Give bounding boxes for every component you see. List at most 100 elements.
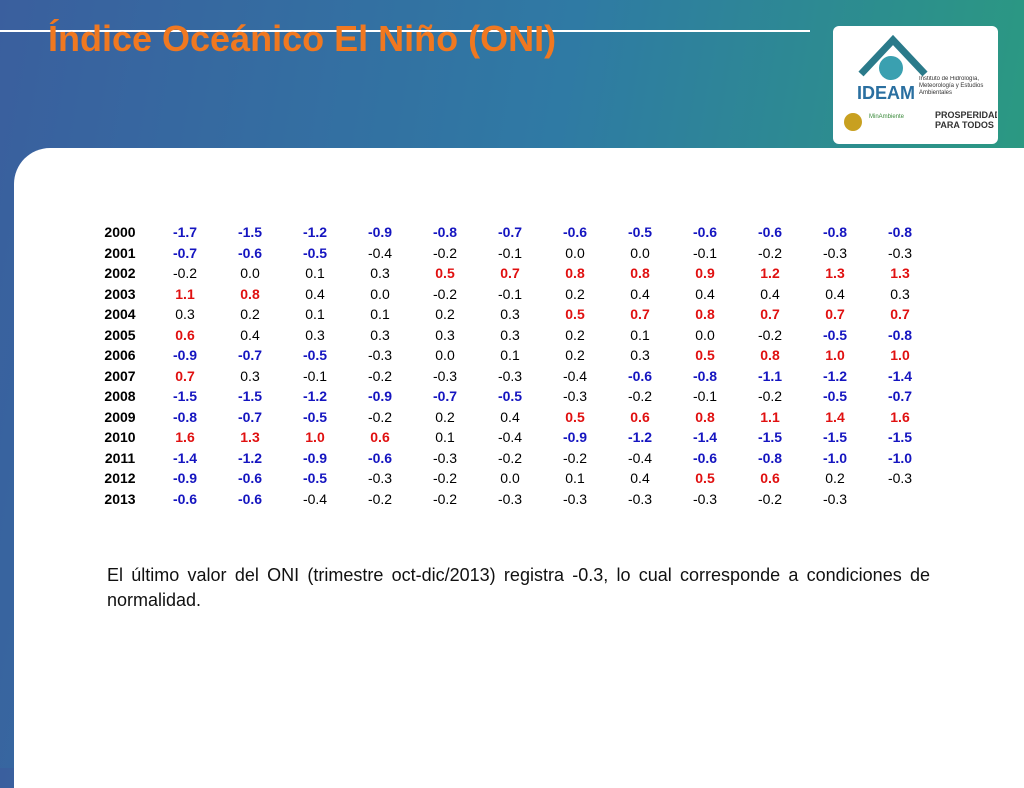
oni-cell: 1.1 [175, 285, 195, 302]
oni-cell: 0.7 [500, 265, 520, 281]
oni-cell: -1.4 [692, 429, 718, 445]
oni-cell: -0.8 [887, 326, 913, 343]
oni-cell: -0.3 [627, 490, 653, 507]
oni-cell: -0.4 [302, 490, 328, 507]
oni-cell: 0.2 [435, 306, 455, 322]
oni-cell: -0.2 [367, 490, 393, 507]
oni-cell: 0.3 [500, 326, 520, 343]
oni-cell: -1.0 [887, 449, 913, 466]
oni-cell: 0.8 [240, 285, 260, 302]
oni-cell: 0.3 [435, 326, 455, 343]
oni-cell: 0.3 [500, 306, 520, 322]
oni-cell: 0.6 [370, 429, 390, 445]
oni-cell: 0.1 [565, 470, 585, 486]
oni-cell: -0.3 [822, 490, 848, 507]
oni-cell: -0.8 [172, 408, 198, 425]
logo-swirl [879, 56, 903, 80]
year-cell: 2012 [104, 470, 136, 486]
oni-cell: -0.9 [562, 429, 588, 445]
oni-cell: -0.9 [367, 224, 393, 240]
oni-cell: 0.4 [760, 285, 780, 302]
oni-cell: -0.6 [757, 224, 783, 240]
oni-cell: -0.2 [432, 490, 458, 507]
oni-cell: -0.3 [822, 244, 848, 261]
oni-cell: -0.9 [302, 449, 328, 466]
oni-cell: 0.0 [695, 326, 715, 343]
oni-cell: 0.2 [825, 470, 845, 486]
oni-cell: 0.8 [565, 265, 585, 281]
oni-cell: -0.3 [432, 367, 458, 384]
oni-cell: 0.0 [370, 285, 390, 302]
oni-cell: 0.4 [240, 326, 260, 343]
oni-cell: -1.2 [237, 449, 263, 466]
oni-cell: -0.6 [692, 224, 718, 240]
oni-cell: -0.7 [237, 347, 263, 363]
oni-cell: 0.0 [435, 347, 455, 363]
oni-cell: -0.4 [627, 449, 653, 466]
oni-cell: -0.3 [432, 449, 458, 466]
oni-cell: -0.6 [172, 490, 198, 507]
oni-cell: 0.4 [630, 470, 650, 486]
oni-cell: 0.8 [695, 408, 715, 425]
oni-cell: -1.1 [757, 367, 783, 384]
oni-cell: -0.2 [432, 285, 458, 302]
oni-cell: -0.8 [692, 367, 718, 384]
oni-cell: 0.8 [760, 347, 780, 363]
oni-cell: -0.1 [497, 244, 523, 261]
oni-cell: -0.1 [497, 285, 523, 302]
oni-cell: 0.3 [240, 367, 260, 384]
oni-cell: -0.1 [692, 244, 718, 261]
oni-cell: -0.6 [562, 224, 588, 240]
oni-cell: -0.1 [692, 388, 718, 404]
oni-cell: 0.7 [630, 306, 650, 322]
oni-cell: 0.7 [825, 306, 845, 322]
oni-cell: -0.3 [367, 470, 393, 486]
slide: Índice Oceánico El Niño (ONI) IDEAM Inst… [0, 0, 1024, 768]
logo-shield [844, 113, 862, 131]
oni-cell: 1.3 [240, 429, 260, 445]
logo-slogan: PROSPERIDAD PARA TODOS [935, 110, 997, 130]
oni-cell: -0.7 [887, 388, 913, 404]
oni-cell: -0.6 [627, 367, 653, 384]
oni-cell: 0.7 [175, 367, 195, 384]
oni-cell: 0.8 [695, 306, 715, 322]
oni-cell: 0.5 [695, 470, 715, 486]
year-cell: 2001 [104, 244, 136, 261]
year-cell: 2009 [104, 408, 136, 425]
oni-cell: 0.4 [825, 285, 845, 302]
logo-box: IDEAM Instituto de Hidrología, Meteorolo… [833, 26, 998, 144]
oni-cell: 0.0 [630, 244, 650, 261]
oni-cell: -0.2 [627, 388, 653, 404]
year-cell: 2008 [104, 388, 136, 404]
oni-cell: 0.4 [305, 285, 325, 302]
oni-cell: -1.0 [822, 449, 848, 466]
oni-cell: -1.2 [302, 224, 328, 240]
oni-cell: -0.2 [432, 244, 458, 261]
oni-cell: 0.2 [565, 347, 585, 363]
oni-cell: -0.4 [367, 244, 393, 261]
oni-cell: 1.1 [760, 408, 780, 425]
oni-cell: -0.2 [497, 449, 523, 466]
oni-cell: -1.5 [172, 388, 198, 404]
oni-cell: 0.9 [695, 265, 715, 281]
oni-cell: 0.5 [435, 265, 455, 281]
oni-cell: -0.3 [887, 470, 913, 486]
oni-cell: 0.7 [760, 306, 780, 322]
oni-cell: -0.8 [822, 224, 848, 240]
oni-cell: -0.7 [497, 224, 523, 240]
oni-cell: 0.2 [435, 408, 455, 425]
oni-cell: -0.9 [172, 347, 198, 363]
oni-cell: -1.5 [237, 224, 263, 240]
oni-cell: 0.6 [760, 470, 780, 486]
oni-cell: 1.6 [175, 429, 195, 445]
oni-cell: -0.2 [757, 388, 783, 404]
logo-ministry: MinAmbiente [869, 114, 905, 120]
content-panel [14, 148, 1024, 788]
oni-cell: -0.2 [757, 326, 783, 343]
oni-cell: -0.3 [562, 388, 588, 404]
oni-cell: -0.6 [237, 470, 263, 486]
oni-cell: -0.5 [302, 408, 328, 425]
oni-cell: -0.2 [432, 470, 458, 486]
oni-cell: 0.0 [240, 265, 260, 281]
oni-cell: -1.2 [627, 429, 653, 445]
